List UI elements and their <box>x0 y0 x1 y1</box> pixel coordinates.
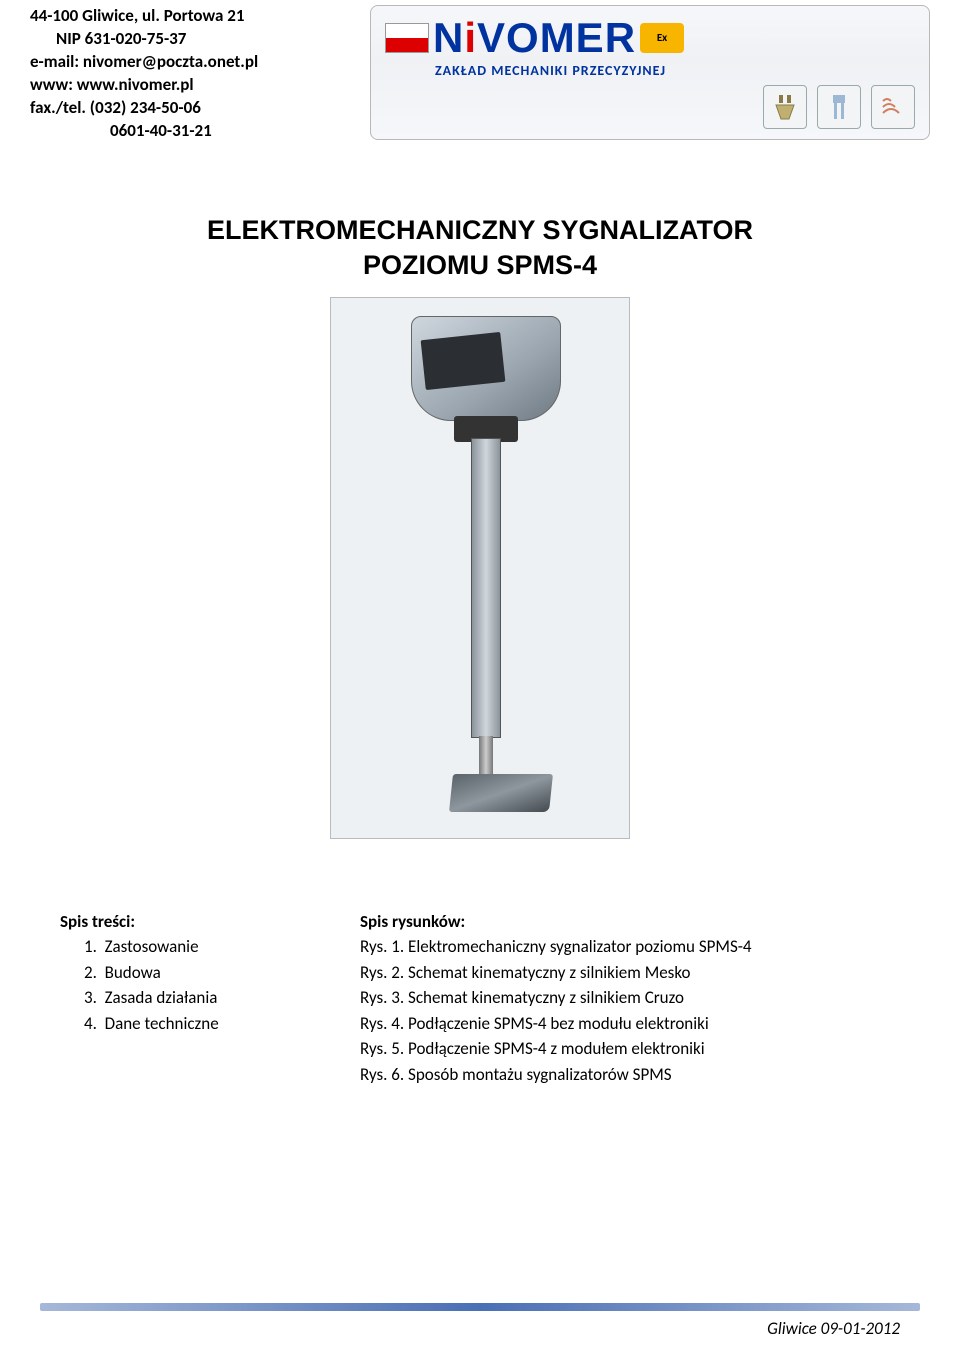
toc: Spis treści: 1. Zastosowanie 2. Budowa 3… <box>60 909 360 1088</box>
toc-item: 2. Budowa <box>84 960 360 986</box>
sensor-icon <box>763 85 807 129</box>
device-paddle <box>449 774 553 812</box>
fig-item: Rys. 5. Podłączenie SPMS-4 z modułem ele… <box>360 1036 920 1062</box>
device-shaft-tip <box>479 736 493 776</box>
title-line: ELEKTROMECHANICZNY SYGNALIZATOR <box>0 213 960 248</box>
brand-dot: i <box>464 14 477 61</box>
brand-tagline: ZAKŁAD MECHANIKI PRZECYZYJNEJ <box>435 62 915 79</box>
toc-label: Dane techniczne <box>105 1013 219 1034</box>
title-line: POZIOMU SPMS-4 <box>0 248 960 283</box>
device-shaft <box>471 438 501 738</box>
contact-line: www: www.nivomer.pl <box>30 74 370 97</box>
fig-item: Rys. 3. Schemat kinematyczny z silnikiem… <box>360 985 920 1011</box>
ex-badge: Ex <box>640 23 684 53</box>
contact-block: 44-100 Gliwice, ul. Portowa 21 NIP 631-0… <box>30 5 370 143</box>
flag-icon <box>385 23 429 53</box>
figure-list: Spis rysunków: Rys. 1. Elektromechaniczn… <box>360 909 920 1088</box>
brand-part: N <box>433 14 464 61</box>
fork-icon <box>817 85 861 129</box>
contact-line: NIP 631-020-75-37 <box>30 28 370 51</box>
toc-item: 1. Zastosowanie <box>84 934 360 960</box>
wave-icon <box>871 85 915 129</box>
brand-name: NiVOMER <box>433 14 636 62</box>
product-icons <box>763 85 915 129</box>
toc-label: Zastosowanie <box>105 936 199 957</box>
toc-item: 3. Zasada działania <box>84 985 360 1011</box>
logo-panel: NiVOMER Ex ZAKŁAD MECHANIKI PRZECYZYJNEJ <box>370 5 930 140</box>
toc-item: 4. Dane techniczne <box>84 1011 360 1037</box>
toc-label: Budowa <box>105 962 161 983</box>
device-label <box>421 332 506 390</box>
product-image <box>330 297 630 839</box>
contact-line: 0601-40-31-21 <box>30 120 370 143</box>
fig-item: Rys. 6. Sposób montażu sygnalizatorów SP… <box>360 1062 920 1088</box>
contact-line: e-mail: nivomer@poczta.onet.pl <box>30 51 370 74</box>
toc-label: Zasada działania <box>105 987 218 1008</box>
fig-item: Rys. 2. Schemat kinematyczny z silnikiem… <box>360 960 920 986</box>
contact-line: fax./tel. (032) 234-50-06 <box>30 97 370 120</box>
footer-divider <box>40 1303 920 1311</box>
fig-item: Rys. 1. Elektromechaniczny sygnalizator … <box>360 934 920 960</box>
brand-part: VOMER <box>477 14 636 61</box>
footer-date: Gliwice 09-01-2012 <box>767 1318 900 1339</box>
fig-item: Rys. 4. Podłączenie SPMS-4 bez modułu el… <box>360 1011 920 1037</box>
contact-line: 44-100 Gliwice, ul. Portowa 21 <box>30 5 370 28</box>
toc-heading: Spis treści: <box>60 909 360 935</box>
document-title: ELEKTROMECHANICZNY SYGNALIZATOR POZIOMU … <box>0 213 960 283</box>
figs-heading: Spis rysunków: <box>360 909 920 935</box>
